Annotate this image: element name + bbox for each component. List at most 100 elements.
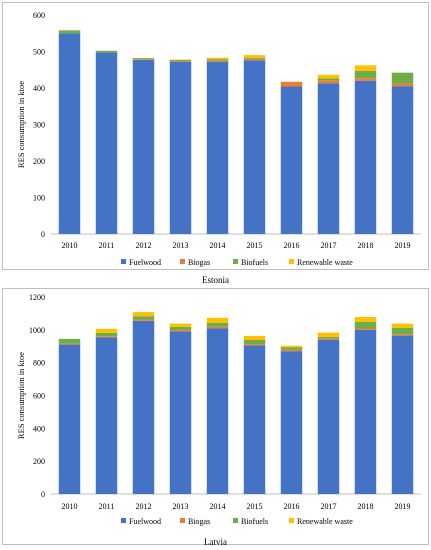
estonia-bar-fuelwood — [132, 59, 155, 234]
estonia-chart-panel: 0 100 200 300 400 500 600 RES consumption in kt… — [2, 2, 429, 270]
latvia-y-tick-label: 1000 — [29, 326, 45, 335]
latvia-legend-swatch — [121, 518, 126, 523]
latvia-x-tick-label: 2014 — [210, 502, 226, 511]
estonia-bar-biogas — [354, 78, 377, 81]
latvia-bar-fuelwood — [243, 345, 266, 494]
latvia-bar-biogas — [280, 349, 303, 352]
latvia-bar-fuelwood — [95, 337, 118, 494]
estonia-bar-fuelwood — [280, 86, 303, 234]
estonia-y-tick-label: 100 — [33, 194, 45, 203]
estonia-legend-label: Biofuels — [241, 258, 268, 267]
latvia-y-tick-label: 0 — [41, 490, 45, 499]
estonia-bar-biogas — [206, 60, 229, 62]
estonia-y-tick-label: 600 — [33, 11, 45, 20]
estonia-legend-swatch — [180, 259, 185, 264]
estonia-chart: 0 100 200 300 400 500 600 RES consumption in kt… — [16, 11, 421, 267]
latvia-y-axis-title: RES consumption in ktoe — [16, 352, 26, 439]
latvia-y-tick-label: 400 — [33, 424, 45, 433]
estonia-bar-renewable-waste — [243, 55, 266, 58]
latvia-legend-label: Biofuels — [241, 517, 268, 526]
latvia-chart-panel: 0 200 400 600 800 1000 1200 RES consumption in … — [2, 288, 429, 545]
estonia-bar-biofuels — [95, 50, 118, 53]
latvia-y-tick-label: 600 — [33, 392, 45, 401]
estonia-legend-swatch — [121, 259, 126, 264]
estonia-y-tick-label: 400 — [33, 84, 45, 93]
latvia-bar-renewable-waste — [354, 317, 377, 322]
estonia-bar-fuelwood — [206, 61, 229, 234]
latvia-legend-label: Fuelwood — [129, 517, 161, 526]
estonia-bar-fuelwood — [243, 60, 266, 235]
estonia-y-axis-title: RES consumption in ktoe — [16, 81, 26, 168]
estonia-legend-label: Biogas — [188, 258, 210, 267]
estonia-bar-fuelwood — [58, 33, 81, 234]
latvia-bar-biogas — [354, 328, 377, 330]
latvia-bar-fuelwood — [206, 328, 229, 494]
latvia-bar-biogas — [391, 334, 414, 336]
estonia-y-tick-label: 300 — [33, 121, 45, 130]
latvia-y-tick-label: 1200 — [29, 293, 45, 302]
latvia-bar-renewable-waste — [206, 317, 229, 323]
estonia-x-tick-label: 2019 — [395, 241, 411, 250]
estonia-x-tick-label: 2010 — [62, 241, 78, 250]
latvia-legend-label: Biogas — [188, 517, 210, 526]
latvia-bar-biofuels — [391, 327, 414, 335]
latvia-bar-biogas — [206, 326, 229, 329]
latvia-bar-fuelwood — [317, 339, 340, 494]
estonia-bar-biogas — [391, 83, 414, 87]
estonia-bar-biofuels — [317, 78, 340, 81]
latvia-legend-swatch — [289, 518, 294, 523]
estonia-bar-biogas — [280, 81, 303, 87]
latvia-bar-fuelwood — [132, 320, 155, 494]
estonia-legend-swatch — [233, 259, 238, 264]
latvia-bar-biogas — [132, 319, 155, 321]
latvia-bar-fuelwood — [169, 331, 192, 494]
estonia-legend-label: Renewable waste — [297, 258, 353, 267]
estonia-bar-renewable-waste — [317, 74, 340, 79]
estonia-x-tick-label: 2016 — [284, 241, 300, 250]
latvia-bar-renewable-waste — [280, 345, 303, 348]
estonia-x-tick-label: 2018 — [358, 241, 374, 250]
estonia-bar-renewable-waste — [354, 65, 377, 71]
estonia-bar-biofuels — [58, 30, 81, 34]
estonia-caption: Estonia — [202, 275, 229, 285]
latvia-bar-biofuels — [206, 322, 229, 327]
latvia-caption: Latvia — [204, 537, 227, 547]
latvia-bar-renewable-waste — [243, 335, 266, 341]
estonia-bar-biofuels — [206, 59, 229, 61]
estonia-y-tick-label: 0 — [41, 230, 45, 239]
estonia-bar-renewable-waste — [206, 57, 229, 60]
latvia-legend-swatch — [180, 518, 185, 523]
latvia-bar-biofuels — [354, 321, 377, 329]
latvia-bar-biogas — [243, 344, 266, 346]
latvia-bar-fuelwood — [58, 344, 81, 494]
estonia-bar-biofuels — [243, 57, 266, 59]
estonia-bar-biofuels — [391, 72, 414, 84]
latvia-bar-biogas — [58, 343, 81, 345]
estonia-bar-biogas — [132, 59, 155, 60]
latvia-legend-label: Renewable waste — [297, 517, 353, 526]
latvia-bar-biofuels — [95, 332, 118, 337]
estonia-x-tick-label: 2014 — [210, 241, 226, 250]
estonia-bar-fuelwood — [95, 52, 118, 234]
latvia-bar-renewable-waste — [317, 332, 340, 337]
latvia-x-tick-label: 2010 — [62, 502, 78, 511]
latvia-x-tick-label: 2015 — [247, 502, 263, 511]
latvia-bar-biogas — [317, 338, 340, 340]
latvia-y-tick-label: 200 — [33, 457, 45, 466]
estonia-x-tick-label: 2011 — [99, 241, 115, 250]
latvia-x-tick-label: 2017 — [321, 502, 337, 511]
estonia-y-tick-label: 500 — [33, 48, 45, 57]
estonia-x-tick-label: 2015 — [247, 241, 263, 250]
estonia-bar-biogas — [243, 58, 266, 61]
latvia-bar-biofuels — [58, 338, 81, 344]
latvia-bar-fuelwood — [391, 335, 414, 494]
estonia-bar-fuelwood — [391, 86, 414, 234]
latvia-bar-renewable-waste — [95, 328, 118, 333]
latvia-bar-biofuels — [243, 340, 266, 345]
latvia-bar-biofuels — [132, 316, 155, 320]
estonia-bar-biogas — [169, 60, 192, 62]
latvia-x-tick-label: 2013 — [173, 502, 189, 511]
latvia-bar-fuelwood — [354, 329, 377, 494]
latvia-x-tick-label: 2012 — [136, 502, 152, 511]
estonia-bar-biofuels — [132, 58, 155, 60]
